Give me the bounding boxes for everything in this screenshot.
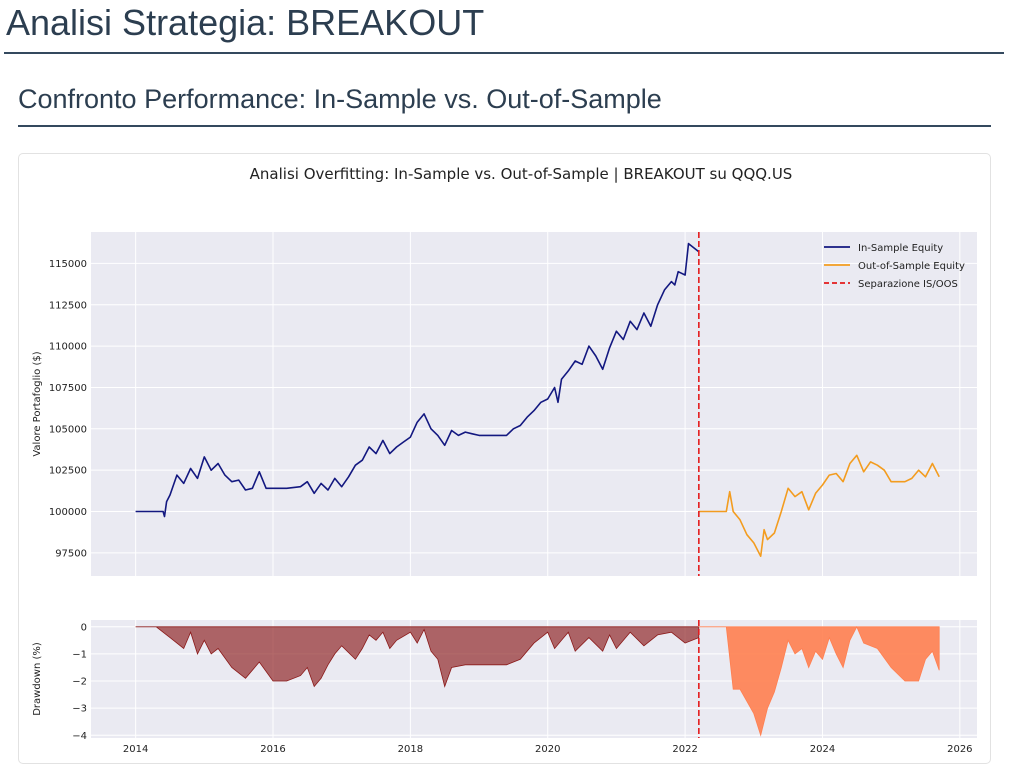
legend-label-in-sample: In-Sample Equity <box>858 243 943 254</box>
overfitting-chart: Analisi Overfitting: In-Sample vs. Out-o… <box>32 165 977 755</box>
xtick-label-2024: 2024 <box>810 744 835 755</box>
chart-legend: In-Sample Equity Out-of-Sample Equity Se… <box>824 243 965 290</box>
equity-panel: 97500 100000 102500 105000 107500 110000 11250… <box>32 232 977 576</box>
equity-ytick-label: 97500 <box>55 548 87 559</box>
xtick-label-2014: 2014 <box>123 744 148 755</box>
equity-ytick-label: 112500 <box>49 300 87 311</box>
xtick-label-2016: 2016 <box>260 744 285 755</box>
in-sample-equity-line <box>135 242 700 518</box>
drawdown-ylabel: Drawdown (%) <box>32 642 43 716</box>
legend-label-separator: Separazione IS/OOS <box>858 279 958 290</box>
xtick-label-2020: 2020 <box>535 744 560 755</box>
page-title: Analisi Strategia: BREAKOUT <box>6 2 485 43</box>
equity-ytick-label: 100000 <box>49 507 87 518</box>
chart-title: Analisi Overfitting: In-Sample vs. Out-o… <box>250 165 793 183</box>
drawdown-ytick-label: −4 <box>72 731 87 742</box>
title-divider <box>4 52 1004 54</box>
equity-ytick-label: 105000 <box>49 424 87 435</box>
equity-ytick-label: 107500 <box>49 383 87 394</box>
xtick-label-2026: 2026 <box>947 744 972 755</box>
equity-plot-area <box>91 232 977 576</box>
drawdown-ytick-label: −1 <box>72 649 87 660</box>
out-of-sample-equity-line <box>698 454 940 558</box>
section-title: Confronto Performance: In-Sample vs. Out… <box>18 84 662 114</box>
legend-label-out-of-sample: Out-of-Sample Equity <box>858 261 965 272</box>
section-divider <box>18 125 991 127</box>
out-of-sample-drawdown-area <box>698 625 940 737</box>
equity-ytick-label: 115000 <box>49 259 87 270</box>
xtick-label-2018: 2018 <box>398 744 423 755</box>
equity-ylabel: Valore Portafoglio ($) <box>32 351 43 456</box>
drawdown-ytick-label: 0 <box>81 622 87 633</box>
drawdown-panel: 0 −1 −2 −3 −4 Drawdown (%) 2014 2016 2018 2020 202… <box>32 620 977 755</box>
xtick-label-2022: 2022 <box>672 744 697 755</box>
equity-ytick-label: 102500 <box>49 466 87 477</box>
drawdown-ytick-label: −3 <box>72 704 87 715</box>
equity-ytick-label: 110000 <box>49 342 87 353</box>
chart-card: Analisi Overfitting: In-Sample vs. Out-o… <box>18 153 991 764</box>
in-sample-drawdown-area <box>135 626 700 688</box>
drawdown-ytick-label: −2 <box>72 677 87 688</box>
